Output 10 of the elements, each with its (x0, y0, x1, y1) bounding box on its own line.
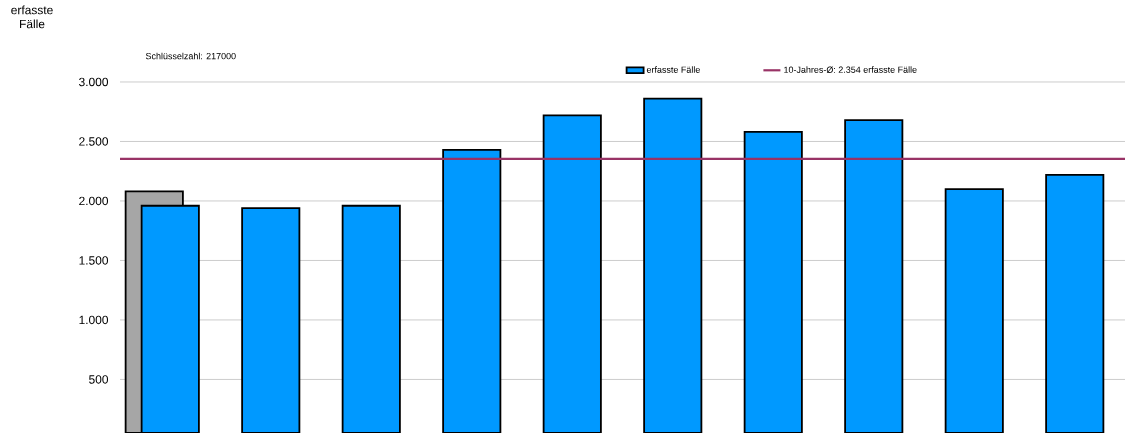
legend-label: 10-Jahres-Ø: 2.354 erfasste Fälle (784, 66, 917, 74)
y-axis-title: erfasste Fälle (11, 5, 53, 29)
y-tick-label: 2.500 (79, 137, 109, 146)
text: Schlüsselzahl: 217000 (145, 52, 236, 60)
y-tick-label: 3.000 (79, 77, 109, 87)
y-tick-label: 1.000 (79, 315, 109, 325)
y-tick-label: 1.500 (79, 256, 109, 265)
y-tick-label: 500 (89, 375, 109, 384)
legend-label: erfasste Fälle (646, 66, 700, 73)
y-tick-label: 2.000 (79, 196, 109, 206)
